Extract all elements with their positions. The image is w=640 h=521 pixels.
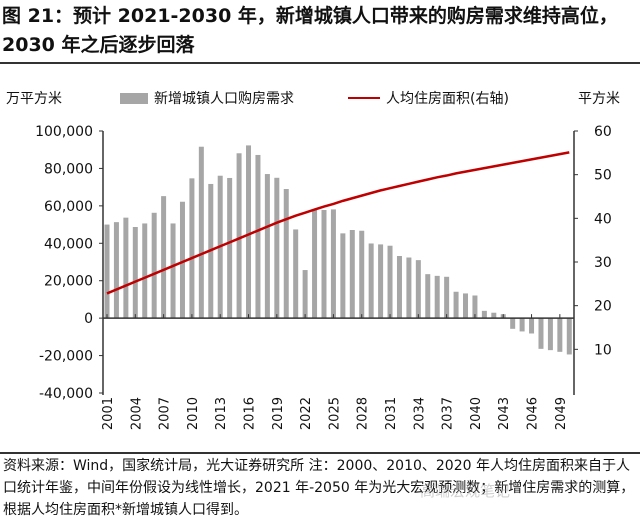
bar-2011 — [198, 146, 204, 319]
line-series-per-capita-area — [106, 151, 570, 295]
x-tick-label: 2010 — [186, 397, 201, 430]
bar-2021 — [293, 229, 299, 319]
bar-2008 — [170, 223, 176, 319]
x-tick-label: 2037 — [441, 397, 456, 430]
legend-bar-label: 新增城镇人口购房需求 — [154, 91, 294, 107]
x-tick-label: 2043 — [497, 397, 512, 430]
left-tick-label: -40,000 — [39, 386, 93, 402]
bar-2039 — [463, 293, 469, 319]
bar-2038 — [453, 291, 459, 319]
bar-2018 — [264, 174, 270, 319]
bar-2037 — [444, 276, 450, 319]
right-tick-label: 40 — [594, 211, 612, 227]
top-divider — [0, 62, 640, 64]
x-tick-label: 2040 — [469, 397, 484, 430]
x-tick-label: 2019 — [271, 397, 286, 430]
right-tick-label: 10 — [594, 342, 612, 358]
bar-2017 — [255, 154, 261, 319]
x-tick-label: 2049 — [554, 397, 569, 430]
chart-title: 图 21：预计 2021-2030 年，新增城镇人口带来的购房需求维持高位，20… — [2, 5, 618, 56]
legend-bar-swatch — [120, 92, 148, 104]
bar-2030 — [378, 244, 384, 319]
bar-2034 — [415, 260, 421, 319]
left-axis-unit: 万平方米 — [6, 91, 62, 107]
bar-2022 — [302, 270, 308, 319]
right-tick-label: 50 — [594, 168, 612, 184]
bar-2027 — [349, 229, 355, 319]
bar-2040 — [472, 295, 478, 319]
bar-2050 — [566, 318, 572, 355]
source-note: 资料来源：Wind，国家统计局，光大证券研究所 注：2000、2010、2020… — [3, 458, 635, 518]
bar-2023 — [312, 209, 318, 319]
bar-2035 — [425, 274, 431, 319]
right-tick-label: 30 — [594, 255, 612, 271]
x-tick-label: 2031 — [384, 397, 399, 430]
left-tick-label: 80,000 — [44, 161, 93, 177]
bar-2032 — [396, 256, 402, 319]
bar-2044 — [510, 318, 516, 329]
bar-2003 — [123, 217, 129, 319]
bar-2025 — [330, 209, 336, 319]
bar-2028 — [359, 230, 365, 319]
left-tick-label: 0 — [84, 311, 93, 327]
x-tick-label: 2013 — [214, 397, 229, 430]
bar-2007 — [161, 196, 167, 319]
bar-2010 — [189, 178, 195, 319]
x-tick-label: 2034 — [412, 397, 427, 430]
bar-2001 — [104, 224, 110, 319]
bar-2041 — [481, 310, 487, 319]
left-tick-label: 20,000 — [44, 274, 93, 290]
bar-2024 — [321, 209, 327, 319]
bar-2020 — [283, 189, 289, 319]
x-tick-label: 2025 — [327, 397, 342, 430]
right-tick-label: 20 — [594, 299, 612, 315]
bar-2049 — [557, 318, 563, 352]
legend-line-swatch — [348, 96, 380, 100]
bar-2004 — [132, 227, 138, 319]
bar-2045 — [519, 318, 525, 332]
bar-2016 — [246, 145, 252, 319]
bar-2031 — [387, 245, 393, 319]
left-tick-label: 60,000 — [44, 199, 93, 215]
footer-divider — [0, 452, 640, 454]
bar-2029 — [368, 243, 374, 319]
bar-2002 — [113, 222, 119, 319]
watermark: 高端宏观笔记 — [420, 482, 511, 500]
right-tick-label: 60 — [594, 124, 612, 140]
legend-line: 人均住房面积(右轴) — [348, 88, 509, 108]
legend-bar: 新增城镇人口购房需求 — [120, 88, 294, 108]
right-axis-unit: 平方米 — [578, 91, 620, 107]
x-tick-label: 2028 — [356, 397, 371, 430]
left-tick-label: 40,000 — [44, 236, 93, 252]
left-tick-label: 100,000 — [35, 124, 93, 140]
left-tick-label: -20,000 — [39, 349, 93, 365]
bar-2046 — [529, 318, 535, 334]
bar-2006 — [151, 212, 157, 319]
bar-2019 — [274, 177, 280, 319]
x-tick-label: 2004 — [129, 397, 144, 430]
bar-2048 — [547, 318, 553, 351]
legend-line-label: 人均住房面积(右轴) — [386, 91, 509, 107]
x-tick-label: 2022 — [299, 397, 314, 430]
x-tick-label: 2007 — [158, 397, 173, 430]
bar-2033 — [406, 257, 412, 319]
bar-2015 — [236, 153, 242, 319]
bar-2042 — [491, 312, 497, 319]
x-tick-label: 2046 — [526, 397, 541, 430]
bar-2047 — [538, 318, 544, 349]
x-tick-label: 2016 — [243, 397, 258, 430]
bar-2014 — [227, 177, 233, 319]
bar-2009 — [179, 201, 185, 319]
bar-2036 — [434, 275, 440, 319]
bar-2005 — [142, 223, 148, 319]
bar-2026 — [340, 233, 346, 319]
x-tick-label: 2001 — [101, 397, 116, 430]
